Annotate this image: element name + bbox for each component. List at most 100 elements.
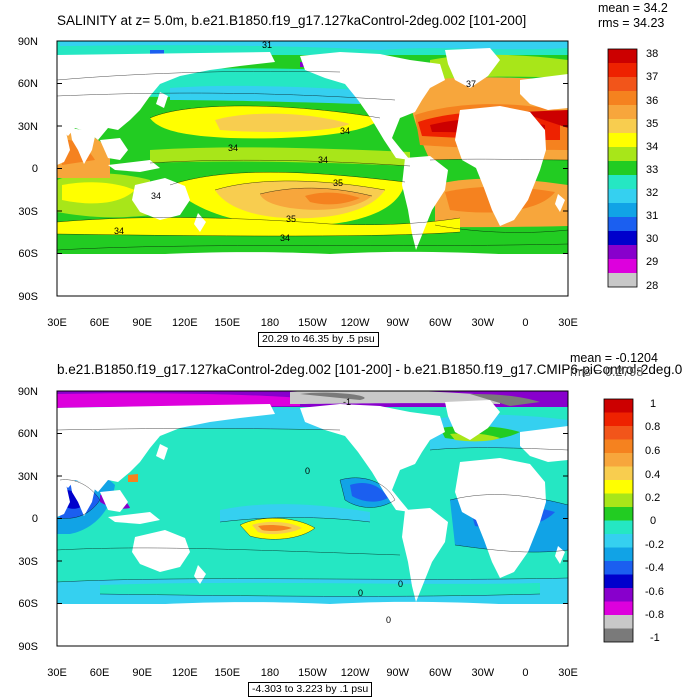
contour-label: 35 xyxy=(286,214,296,224)
lon-tick-label: 90E xyxy=(132,317,152,329)
colorbar-label: 29 xyxy=(646,256,658,268)
difference-field xyxy=(57,391,568,646)
colorbar xyxy=(607,48,638,288)
lat-tick-label: 60N xyxy=(18,78,38,90)
lat-tick-label: 60S xyxy=(18,248,38,260)
colorbar xyxy=(603,398,634,643)
lat-tick-label: 60N xyxy=(18,428,38,440)
lon-tick-label: 0 xyxy=(522,667,528,679)
panel-title: SALINITY at z= 5.0m, b.e21.B1850.f19_g17… xyxy=(57,13,527,28)
colorbar-label: -0.8 xyxy=(645,609,664,621)
contour-label: 0 xyxy=(386,615,391,625)
lon-tick-label: 0 xyxy=(522,317,528,329)
colorbar-label: 38 xyxy=(646,48,658,60)
lon-tick-label: 150W xyxy=(298,317,327,329)
lat-tick-label: 30S xyxy=(18,556,38,568)
contour-label: 34 xyxy=(280,233,290,243)
colorbar-label: 32 xyxy=(646,187,658,199)
contour-lines xyxy=(57,428,568,597)
contour-label-group: 0 0 0 0 -1 xyxy=(305,397,403,625)
colorbar-label: 33 xyxy=(646,164,658,176)
mean-value: mean = 34.2 xyxy=(598,1,668,15)
contour-label: 37 xyxy=(466,79,476,89)
lat-tick-label: 30S xyxy=(18,206,38,218)
lat-tick-label: 30N xyxy=(18,471,38,483)
colorbar-label: 36 xyxy=(646,95,658,107)
colorbar-labels: 38 37 36 35 34 33 32 31 30 29 28 xyxy=(646,48,658,292)
rms-value: rms = 34.23 xyxy=(598,16,665,30)
lat-tick-label: 30N xyxy=(18,121,38,133)
colorbar-label: 0.6 xyxy=(645,445,660,457)
lat-tick-label: 60S xyxy=(18,598,38,610)
colorbar-label: 34 xyxy=(646,141,658,153)
lon-tick-label: 180 xyxy=(261,317,279,329)
contour-label: 34 xyxy=(340,126,350,136)
colorbar-label: 0.8 xyxy=(645,421,660,433)
colorbar-label: 28 xyxy=(646,280,658,292)
colorbar-label: -1 xyxy=(650,632,660,644)
lon-tick-label: 30E xyxy=(558,317,578,329)
lon-tick-label: 30W xyxy=(471,667,494,679)
colorbar-label: -0.6 xyxy=(645,586,664,598)
contour-label: -1 xyxy=(343,397,351,407)
lat-tick-label: 0 xyxy=(32,513,38,525)
lat-tick-label: 90N xyxy=(18,36,38,48)
lon-tick-label: 60W xyxy=(429,317,452,329)
difference-panel: b.e21.B1850.f19_g17.127kaControl-2deg.00… xyxy=(0,350,700,700)
lon-tick-label: 90E xyxy=(132,667,152,679)
contour-label: 35 xyxy=(333,178,343,188)
y-axis: 90N 60N 30N 0 30S 60S 90S xyxy=(18,386,568,653)
lon-tick-label: 120W xyxy=(341,317,370,329)
contour-range-label: -4.303 to 3.223 by .1 psu xyxy=(248,682,373,697)
lon-tick-label: 30W xyxy=(471,317,494,329)
panel-title: b.e21.B1850.f19_g17.127kaControl-2deg.00… xyxy=(57,362,683,377)
colorbar-label: 0 xyxy=(650,515,656,527)
salinity-panel: SALINITY at z= 5.0m, b.e21.B1850.f19_g17… xyxy=(18,1,668,347)
lon-tick-label: 150W xyxy=(298,667,327,679)
salinity-field xyxy=(57,41,568,296)
lat-tick-label: 90S xyxy=(18,291,38,303)
colorbar-label: 30 xyxy=(646,233,658,245)
colorbar-label: 1 xyxy=(650,398,656,410)
contour-label: 0 xyxy=(305,466,310,476)
contour-label-group: 31 34 34 34 34 35 35 34 34 37 xyxy=(114,40,476,243)
contour-label: 34 xyxy=(114,226,124,236)
lon-tick-label: 180 xyxy=(261,667,279,679)
lon-tick-label: 30E xyxy=(558,667,578,679)
lon-tick-label: 120E xyxy=(172,317,198,329)
contour-label: 0 xyxy=(358,588,363,598)
map-plot: 0 0 0 0 -1 90N 60N 30N 0 30S 60S 90S 30E… xyxy=(18,386,664,679)
y-axis: 90N 60N 30N 0 30S 60S 90S xyxy=(18,36,568,303)
colorbar-label: 0.2 xyxy=(645,492,660,504)
lon-tick-label: 30E xyxy=(47,667,67,679)
colorbar-labels: 1 0.8 0.6 0.4 0.2 0 -0.2 -0.4 -0.6 -0.8 … xyxy=(645,398,664,644)
lon-tick-label: 150E xyxy=(214,667,240,679)
contour-range-label: 20.29 to 46.35 by .5 psu xyxy=(258,332,379,347)
lon-tick-label: 120W xyxy=(341,667,370,679)
contour-label: 34 xyxy=(228,143,238,153)
contour-label: 0 xyxy=(398,579,403,589)
contour-lines xyxy=(57,71,568,251)
lon-tick-label: 60W xyxy=(429,667,452,679)
contour-label: 34 xyxy=(151,191,161,201)
colorbar-label: 0.4 xyxy=(645,469,660,481)
lon-tick-label: 150E xyxy=(214,317,240,329)
lon-tick-label: 90W xyxy=(386,667,409,679)
lon-tick-label: 30E xyxy=(47,317,67,329)
lon-tick-label: 60E xyxy=(90,317,110,329)
colorbar-label: 31 xyxy=(646,210,658,222)
colorbar-label: -0.4 xyxy=(645,562,664,574)
lat-tick-label: 90N xyxy=(18,386,38,398)
lon-tick-label: 60E xyxy=(90,667,110,679)
colorbar-label: 35 xyxy=(646,118,658,130)
colorbar-label: 37 xyxy=(646,71,658,83)
lat-tick-label: 90S xyxy=(18,641,38,653)
lat-tick-label: 0 xyxy=(32,163,38,175)
colorbar-label: -0.2 xyxy=(645,539,664,551)
rms-value: rms = 0.2798 xyxy=(570,365,644,379)
land-mask xyxy=(57,48,568,296)
contour-label: 31 xyxy=(262,40,272,50)
x-axis: 30E 60E 90E 120E 150E 180 150W 120W 90W … xyxy=(47,317,578,329)
lon-tick-label: 90W xyxy=(386,317,409,329)
land-mask xyxy=(57,400,568,646)
